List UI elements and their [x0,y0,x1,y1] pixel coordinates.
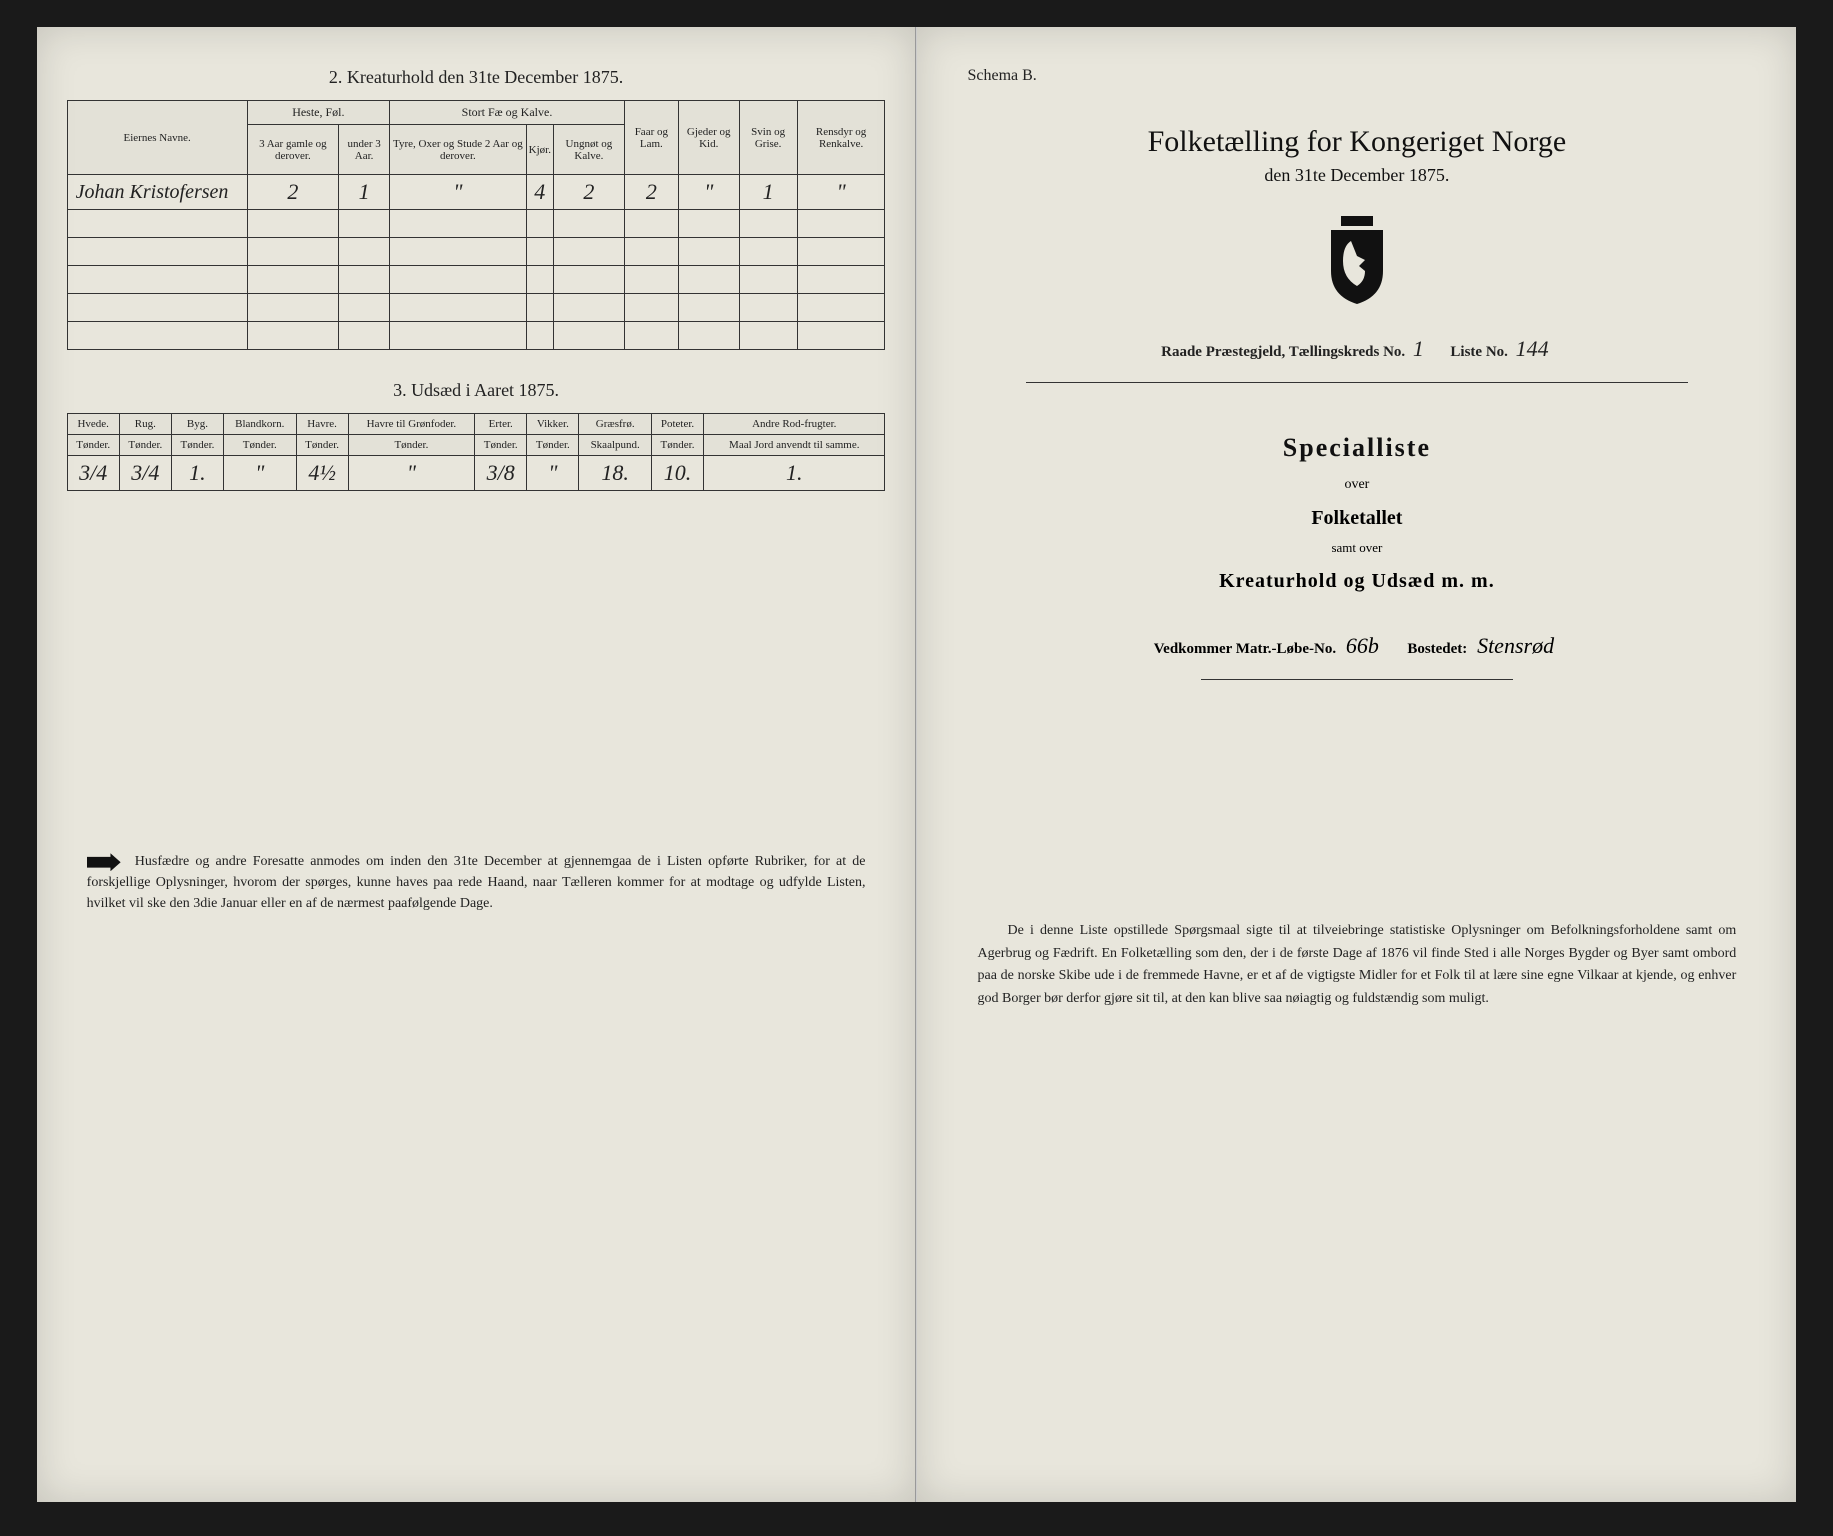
census-title: Folketælling for Kongeriget Norge [967,125,1746,159]
col-cattle-bull: Tyre, Oxer og Stude 2 Aar og derover. [390,125,527,175]
census-subtitle: den 31te December 1875. [967,165,1746,186]
vedk-label: Vedkommer Matr.-Løbe-No. [1154,641,1336,657]
cell: 3/8 [475,456,527,491]
col-cattle: Stort Fæ og Kalve. [390,101,625,125]
col-havre: Havre. [296,414,348,435]
schema-label: Schema B. [967,67,1746,85]
specialliste-heading: Specialliste [967,433,1746,463]
col-sheep: Faar og Lam. [624,101,678,175]
unit: Maal Jord anvendt til samme. [704,435,885,456]
pointer-icon [87,853,121,871]
col-horses-young: under 3 Aar. [339,125,390,175]
col-horses: Heste, Føl. [247,101,390,125]
cell: 2 [247,175,339,210]
right-footnote: De i denne Liste opstillede Spørgsmaal s… [967,920,1746,1010]
col-vikker: Vikker. [527,414,579,435]
unit: Tønder. [527,435,579,456]
cell: 1. [171,456,223,491]
udsaed-table: Hvede. Rug. Byg. Blandkorn. Havre. Havre… [67,413,886,491]
col-reindeer: Rensdyr og Renkalve. [797,101,885,175]
table-row: 3/4 3/4 1. " 4½ " 3/8 " 18. 10. 1. [67,456,885,491]
col-blandkorn: Blandkorn. [223,414,296,435]
bosted-value: Stensrød [1471,633,1560,658]
cell: " [348,456,475,491]
over-text: over [967,477,1746,493]
table-row [67,266,885,294]
owner-name: Johan Kristofersen [67,175,247,210]
col-horses-old: 3 Aar gamle og derover. [247,125,339,175]
unit: Tønder. [119,435,171,456]
col-graesfro: Græsfrø. [579,414,652,435]
unit: Tønder. [651,435,703,456]
liste-no: 144 [1512,336,1553,361]
unit: Tønder. [475,435,527,456]
right-page: Schema B. Folketælling for Kongeriget No… [916,27,1796,1502]
folketallet-heading: Folketallet [967,507,1746,530]
cell: 3/4 [67,456,119,491]
left-footnote: Husfædre og andre Foresatte anmodes om i… [67,851,886,914]
kreds-no: 1 [1409,336,1428,361]
vedkommer-line: Vedkommer Matr.-Løbe-No. 66b Bostedet: S… [967,633,1746,659]
matr-no: 66b [1340,633,1385,658]
coat-of-arms-icon [1321,216,1393,306]
section2-title: 2. Kreaturhold den 31te December 1875. [67,67,886,88]
samt-text: samt over [967,540,1746,556]
table-row [67,210,885,238]
unit: Tønder. [171,435,223,456]
cell: 10. [651,456,703,491]
cell: 2 [553,175,624,210]
col-owner: Eiernes Navne. [67,101,247,175]
col-poteter: Poteter. [651,414,703,435]
col-rug: Rug. [119,414,171,435]
table-row [67,238,885,266]
divider [1201,679,1513,680]
col-cattle-calf: Ungnøt og Kalve. [553,125,624,175]
col-havre-groen: Havre til Grønfoder. [348,414,475,435]
cell: 1 [739,175,797,210]
footnote-text: Husfædre og andre Foresatte anmodes om i… [87,854,866,911]
praestegjeld-label: Raade Præstegjeld, Tællingskreds No. [1161,344,1405,360]
cell: " [678,175,739,210]
cell: 3/4 [119,456,171,491]
unit: Tønder. [348,435,475,456]
cell: " [390,175,527,210]
table-row [67,294,885,322]
table-row: Johan Kristofersen 2 1 " 4 2 2 " 1 " [67,175,885,210]
section3-title: 3. Udsæd i Aaret 1875. [67,380,886,401]
col-erter: Erter. [475,414,527,435]
col-hvede: Hvede. [67,414,119,435]
cell: " [223,456,296,491]
kreaturhold-table: Eiernes Navne. Heste, Føl. Stort Fæ og K… [67,100,886,350]
col-goats: Gjeder og Kid. [678,101,739,175]
kreatur-heading: Kreaturhold og Udsæd m. m. [967,570,1746,593]
cell: " [797,175,885,210]
bosted-label: Bostedet: [1407,641,1467,657]
cell: 18. [579,456,652,491]
cell: 4½ [296,456,348,491]
cell: 2 [624,175,678,210]
table-row [67,322,885,350]
col-rodfrugt: Andre Rod-frugter. [704,414,885,435]
cell: 4 [526,175,553,210]
col-pigs: Svin og Grise. [739,101,797,175]
liste-label: Liste No. [1450,344,1508,360]
unit: Tønder. [67,435,119,456]
unit: Tønder. [296,435,348,456]
cell: 1 [339,175,390,210]
divider [1026,382,1688,383]
cell: " [527,456,579,491]
book-spread: 2. Kreaturhold den 31te December 1875. E… [0,0,1833,1536]
left-page: 2. Kreaturhold den 31te December 1875. E… [37,27,917,1502]
col-cattle-cow: Kjør. [526,125,553,175]
registration-line: Raade Præstegjeld, Tællingskreds No. 1 L… [967,336,1746,362]
cell: 1. [704,456,885,491]
col-byg: Byg. [171,414,223,435]
unit: Tønder. [223,435,296,456]
unit: Skaalpund. [579,435,652,456]
